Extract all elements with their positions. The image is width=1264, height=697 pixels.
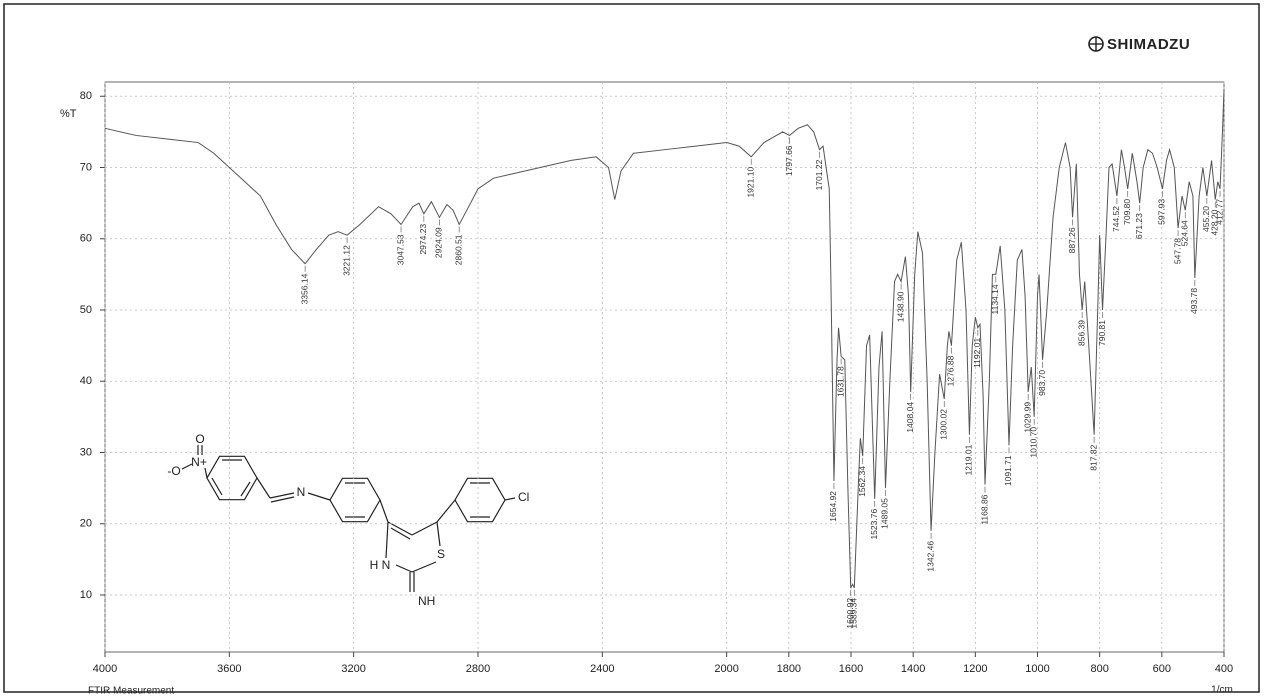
peak-label: 709.80 (1122, 199, 1132, 225)
x-tick-label: 2400 (590, 663, 614, 675)
peak-label: 1489.05 (880, 498, 890, 529)
peak-label: 1631.78 (835, 366, 845, 397)
peak-label: 1600.92 (845, 598, 855, 629)
x-axis-label: 1/cm (1211, 685, 1233, 696)
peak-label: 1300.02 (938, 409, 948, 440)
peak-label: 856.39 (1076, 320, 1086, 346)
brand-logo (1088, 36, 1104, 52)
peak-label: 817.82 (1088, 444, 1098, 470)
peak-label: 671.23 (1134, 213, 1144, 239)
atom-label: -O (167, 464, 180, 478)
peak-label: 1654.92 (828, 491, 838, 522)
peak-label: 2974.23 (418, 224, 428, 255)
peak-label: 744.52 (1111, 206, 1121, 232)
peak-label: 1192.01 (972, 338, 982, 368)
peak-label: 1091.71 (1003, 455, 1013, 486)
x-tick-label: 1600 (839, 663, 863, 675)
peak-label: 1219.01 (964, 444, 974, 475)
y-tick-label: 70 (80, 161, 92, 173)
y-tick-label: 80 (80, 90, 92, 102)
y-tick-label: 50 (80, 304, 92, 316)
y-axis-label: %T (60, 108, 77, 120)
peak-label: 524.64 (1180, 220, 1190, 246)
peak-label: 1408.04 (905, 402, 915, 433)
peak-label: 1589.34 (849, 598, 859, 629)
atom-label: NH (418, 594, 435, 608)
peak-label: 455.20 (1201, 206, 1211, 232)
x-tick-label: 1400 (901, 663, 925, 675)
peak-label: 547.78 (1172, 238, 1182, 264)
atom-label: Cl (518, 490, 529, 504)
y-tick-label: 60 (80, 233, 92, 245)
atom-label: N (297, 485, 306, 499)
brand: SHIMADZU (1107, 36, 1190, 53)
footer: FTIR Measurement (88, 686, 174, 697)
x-tick-label: 800 (1090, 663, 1108, 675)
peak-label: 1168.86 (979, 494, 989, 524)
peak-label: 3221.12 (341, 245, 351, 276)
peak-label: 1797.66 (784, 145, 794, 176)
peak-label: 2924.09 (434, 227, 444, 258)
y-tick-label: 30 (80, 446, 92, 458)
peak-label: 1276.88 (946, 355, 956, 386)
peak-label: 1921.10 (745, 167, 755, 198)
atom-label: O (195, 432, 204, 446)
x-tick-label: 1800 (777, 663, 801, 675)
peak-label: 790.81 (1097, 320, 1107, 346)
peak-label: 1562.34 (857, 466, 867, 497)
peak-label: 887.26 (1067, 227, 1077, 253)
x-tick-label: 1200 (963, 663, 987, 675)
x-tick-label: 3200 (341, 663, 365, 675)
peak-label: 1523.76 (869, 509, 879, 540)
peak-label: 1134.14 (990, 284, 1000, 314)
peak-label: 597.93 (1157, 199, 1167, 225)
x-tick-label: 600 (1153, 663, 1171, 675)
x-tick-label: 4000 (93, 663, 117, 675)
y-tick-label: 20 (80, 518, 92, 530)
peak-label: 3047.53 (395, 234, 405, 265)
x-tick-label: 2800 (466, 663, 490, 675)
x-tick-label: 3600 (217, 663, 241, 675)
peak-label: 1701.22 (814, 159, 824, 190)
peak-label: 1342.46 (925, 541, 935, 572)
x-tick-label: 2000 (714, 663, 738, 675)
peak-label: 1010.70 (1028, 427, 1038, 458)
peak-label: 428.20 (1209, 209, 1219, 235)
spectrum-line (104, 89, 1225, 589)
x-tick-label: 400 (1215, 663, 1233, 675)
peak-label: 3356.14 (299, 273, 309, 304)
peak-label: 1438.90 (895, 291, 905, 322)
atom-label: S (437, 547, 445, 561)
frame (3, 3, 1260, 693)
peak-label: 493.78 (1189, 288, 1199, 314)
peak-label: 1029.99 (1022, 402, 1032, 433)
atom-label: N+ (191, 455, 207, 469)
peak-label: 412.77 (1214, 199, 1224, 225)
atom-label: H N (370, 558, 391, 572)
y-tick-label: 10 (80, 589, 92, 601)
peak-label: 983.70 (1037, 370, 1047, 396)
x-tick-label: 1000 (1025, 663, 1049, 675)
structure: O N+ -O N H N S NH Cl (167, 432, 529, 608)
peak-label: 2860.51 (453, 234, 463, 265)
y-tick-label: 40 (80, 375, 92, 387)
